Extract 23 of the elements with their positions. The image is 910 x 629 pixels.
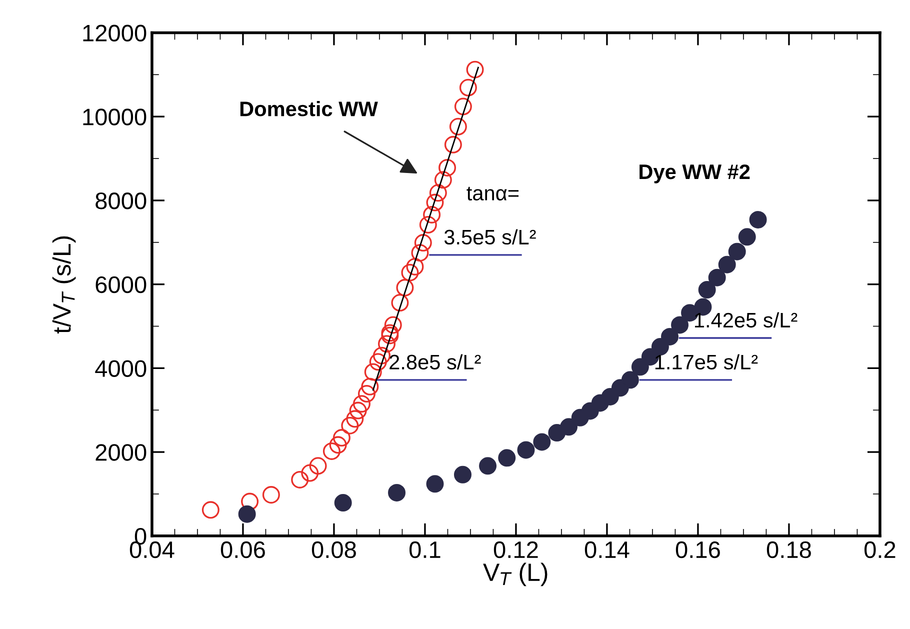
x-tick-label: 0.08 bbox=[312, 541, 356, 558]
x-axis-title: V$_{T}$ (L) bbox=[483, 562, 548, 586]
x-tick-label: 0.2 bbox=[864, 541, 896, 558]
y-tick-label: 6000 bbox=[96, 276, 146, 294]
y-tick-label: 12000 bbox=[83, 24, 146, 42]
annotation: 1.17e5 s/L² bbox=[655, 354, 758, 370]
annotation: 1.42e5 s/L² bbox=[695, 312, 798, 328]
x-tick-label: 0.12 bbox=[494, 541, 538, 558]
y-tick-label: 4000 bbox=[95, 360, 146, 377]
annotation: tanα= bbox=[466, 186, 519, 201]
annotation: Domestic WW bbox=[240, 100, 378, 116]
annotation: 3.5e5 s/L² bbox=[444, 229, 536, 245]
y-tick-label: 2000 bbox=[96, 444, 146, 461]
annotation: 2.8e5 s/L² bbox=[390, 354, 481, 370]
x-tick-label: 0.06 bbox=[220, 541, 265, 558]
annotation: Dye WW #2 bbox=[640, 164, 750, 184]
y-axis-title: t/V$_{T}$ (s/L) bbox=[52, 236, 76, 334]
x-tick-label: 0.16 bbox=[676, 541, 720, 558]
x-tick-label: 0.14 bbox=[584, 541, 630, 558]
y-tick-label: 8000 bbox=[96, 192, 146, 210]
x-tick-label: 0.18 bbox=[766, 541, 811, 558]
x-tick-label: 0.1 bbox=[409, 541, 440, 558]
y-tick-label: 10000 bbox=[83, 108, 146, 126]
